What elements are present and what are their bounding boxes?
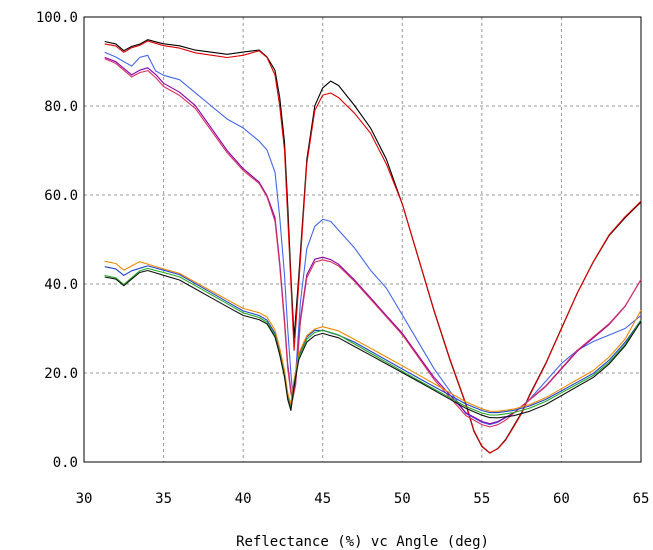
- x-tick-label: 60: [553, 491, 570, 507]
- series-line-6: [104, 265, 642, 414]
- y-tick-label: 60.0: [44, 188, 78, 204]
- x-tick-labels: 30 35 40 45 50 55 60 65: [76, 491, 650, 507]
- plot-frame: [83, 16, 642, 463]
- x-tick-label: 50: [394, 491, 411, 507]
- series-line-8: [104, 267, 642, 416]
- x-axis-title: Reflectance (%) vc Angle (deg): [236, 534, 489, 550]
- y-tick-label: 20.0: [44, 366, 78, 382]
- x-tick-label: 30: [76, 491, 93, 507]
- series-group: [104, 39, 642, 454]
- series-line-7: [104, 260, 642, 412]
- series-line-9: [104, 269, 642, 419]
- y-tick-label: 40.0: [44, 277, 78, 293]
- x-tick-label: 45: [314, 491, 331, 507]
- y-tick-label: 0.0: [53, 455, 78, 471]
- series-line-2: [104, 40, 642, 454]
- y-tick-labels: 0.0 20.0 40.0 60.0 80.0 100.0: [36, 10, 78, 471]
- x-tick-label: 65: [633, 491, 650, 507]
- x-tick-label: 55: [473, 491, 490, 507]
- series-line-5: [104, 58, 642, 428]
- x-tick-label: 35: [155, 491, 172, 507]
- y-tick-label: 100.0: [36, 10, 78, 26]
- grid: [84, 17, 641, 462]
- x-tick-label: 40: [235, 491, 252, 507]
- y-tick-label: 80.0: [44, 99, 78, 115]
